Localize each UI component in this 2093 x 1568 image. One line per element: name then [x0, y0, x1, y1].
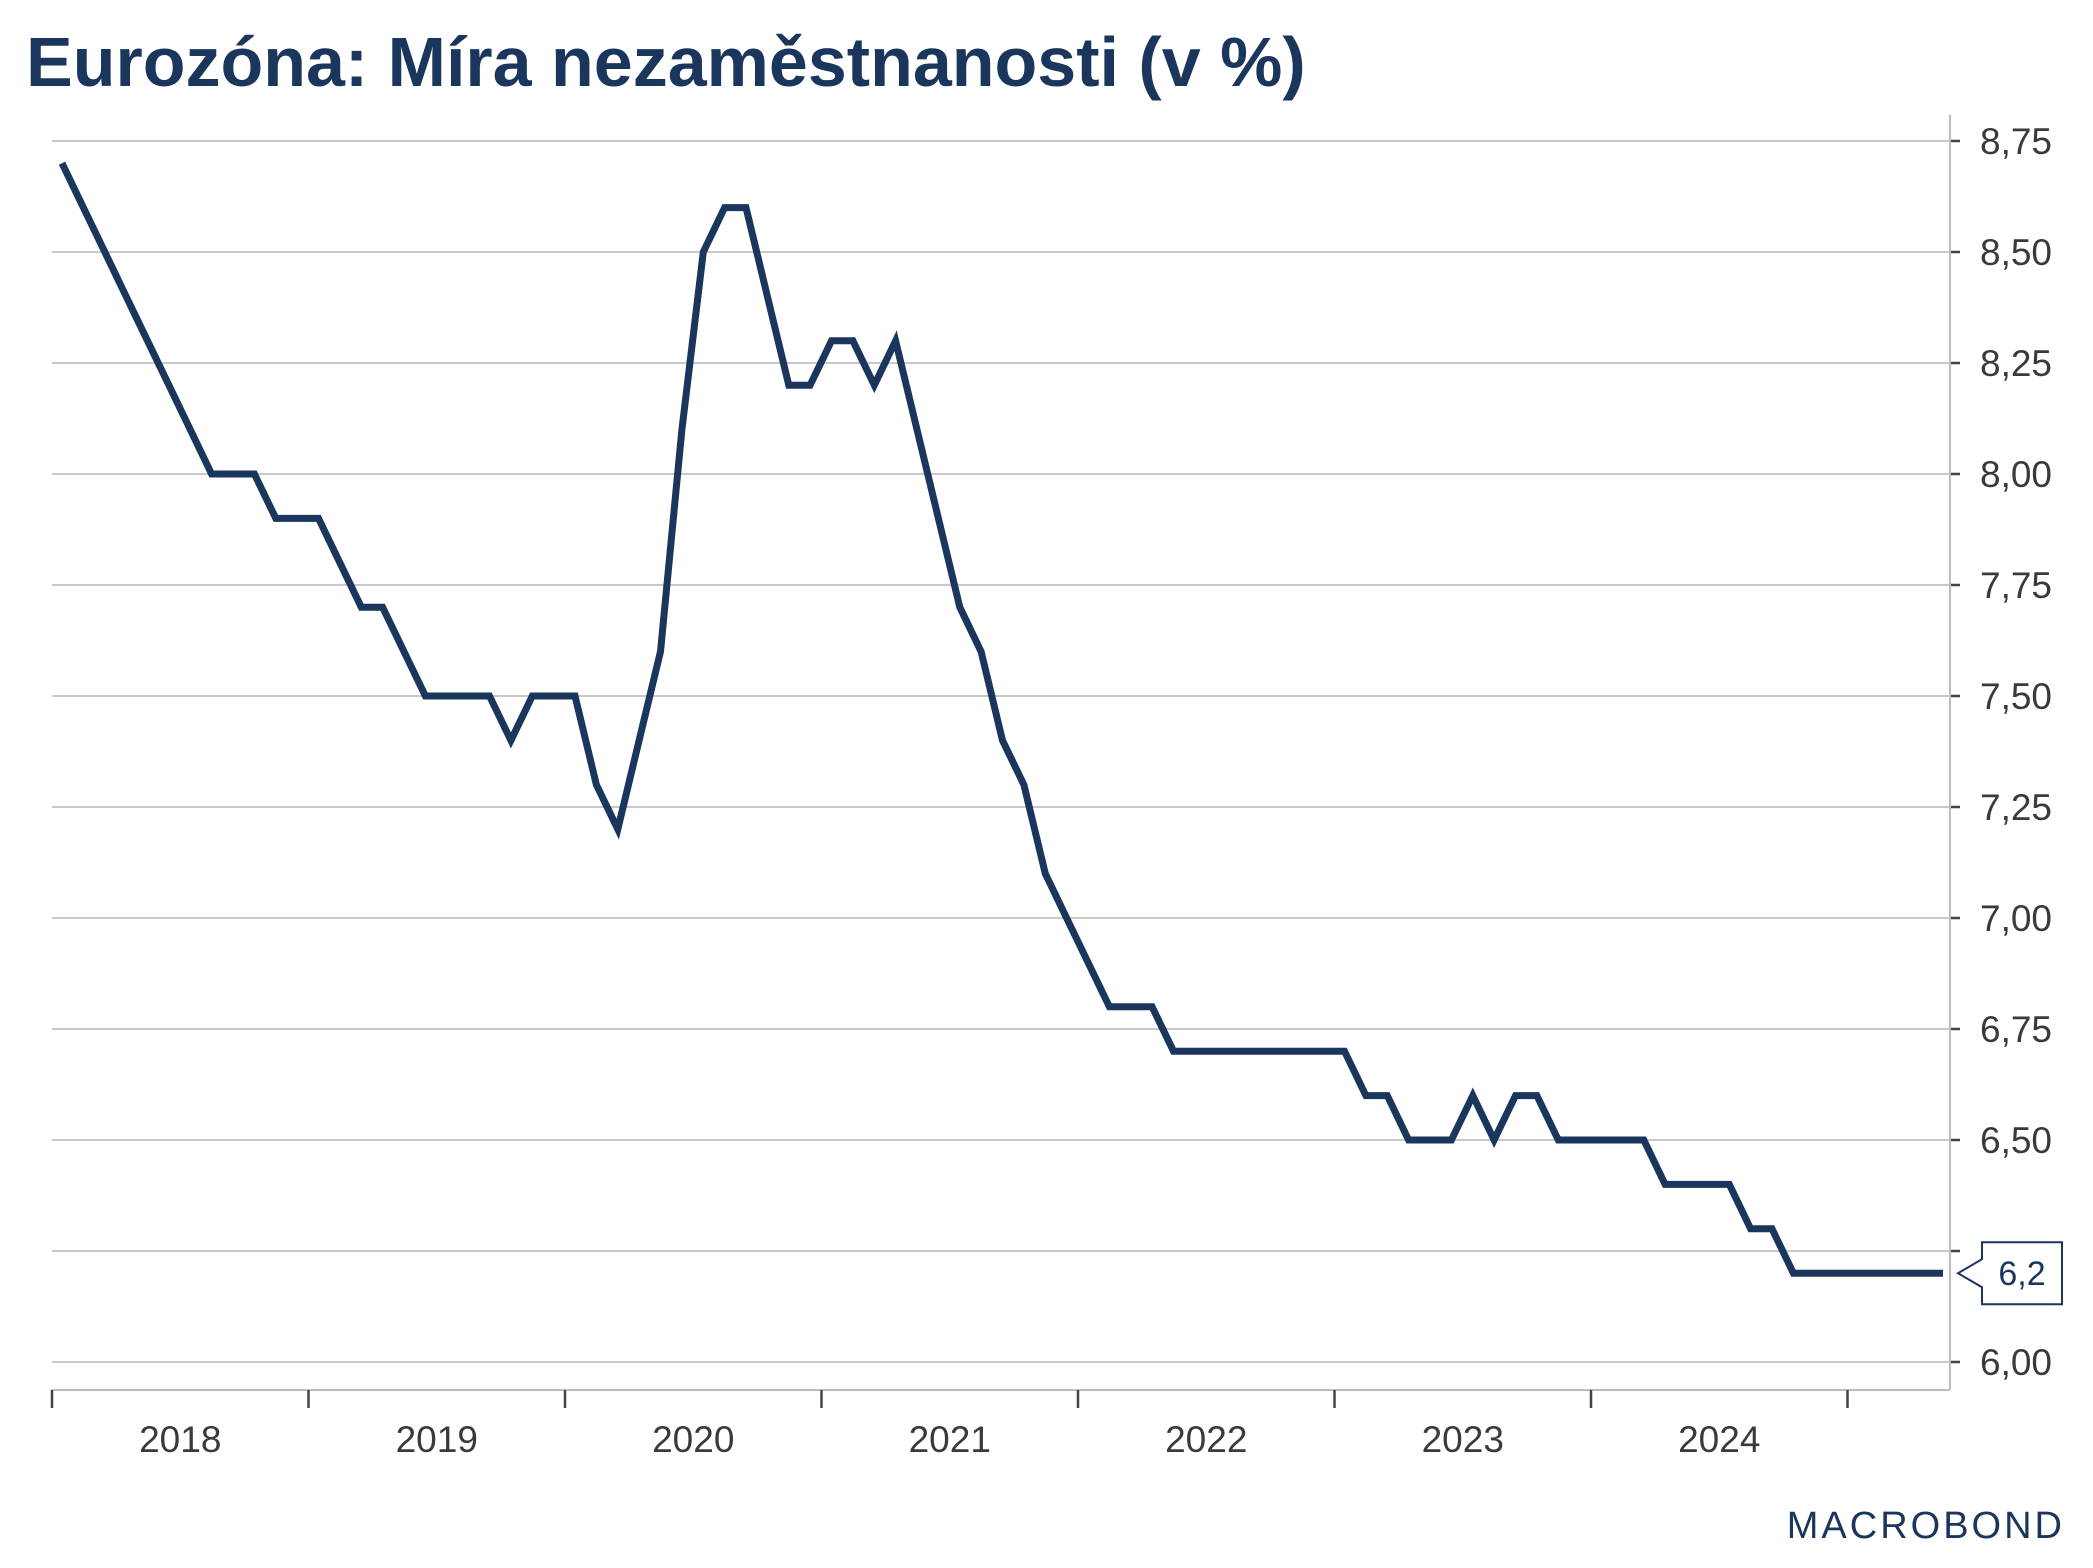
x-year-label: 2020 — [652, 1419, 734, 1460]
callout-box — [1956, 1241, 2063, 1306]
macrobond-logo: MACROBOND — [1787, 1505, 2065, 1547]
axes — [50, 115, 1960, 1408]
tick-labels: 6,00 6,50 6,75 7,00 7,25 7,50 7,75 8,00 8,25 8,50… — [139, 121, 2052, 1460]
y-tick-label: 6,50 — [1980, 1120, 2052, 1161]
x-year-label: 2019 — [396, 1419, 478, 1460]
y-tick-label: 7,50 — [1980, 676, 2052, 717]
y-tick-label: 6,00 — [1980, 1342, 2052, 1383]
chart-title: Eurozóna: Míra nezaměstnanosti (v %) — [26, 23, 1306, 101]
y-tick-label: 7,75 — [1980, 565, 2052, 606]
logo-text: MACROBOND — [1787, 1505, 2065, 1547]
y-tick-label: 8,25 — [1980, 343, 2052, 384]
series-layer — [58, 161, 1943, 1277]
x-year-label: 2023 — [1422, 1419, 1504, 1460]
y-tick-label: 7,25 — [1980, 787, 2052, 828]
series-line — [58, 161, 1943, 1277]
x-year-label: 2021 — [909, 1419, 991, 1460]
y-tick-label: 6,75 — [1980, 1009, 2052, 1050]
y-tick-label: 8,50 — [1980, 232, 2052, 273]
last-value-label: 6,2 — [1998, 1255, 2045, 1293]
x-year-label: 2022 — [1165, 1419, 1247, 1460]
y-tick-label: 8,00 — [1980, 454, 2052, 495]
last-value-callout: 6,2 — [1956, 1241, 2063, 1306]
x-year-label: 2018 — [139, 1419, 221, 1460]
y-tick-label: 7,00 — [1980, 898, 2052, 939]
y-tick-label: 8,75 — [1980, 121, 2052, 162]
gridlines — [52, 140, 1950, 1363]
x-year-label: 2024 — [1678, 1419, 1760, 1460]
